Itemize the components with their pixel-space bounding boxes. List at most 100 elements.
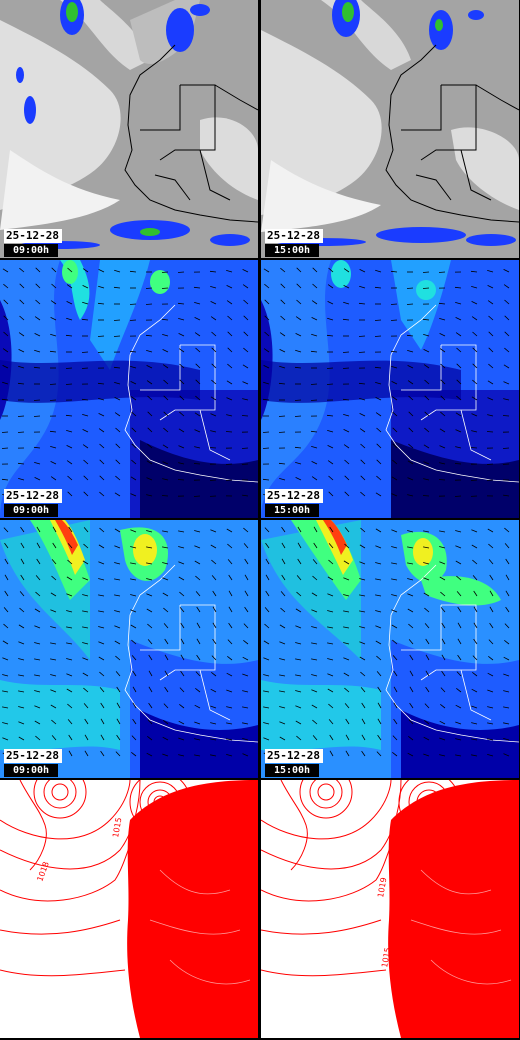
wind-arrow — [360, 527, 366, 533]
wind-arrow — [34, 658, 41, 661]
timestamp-label: 25-12-28 09:00h — [4, 229, 62, 257]
wind-arrow — [456, 395, 462, 401]
wind-arrow — [242, 284, 249, 289]
wind-arrow — [295, 705, 302, 709]
wind-arrow — [439, 530, 446, 533]
wind-arrow — [279, 624, 286, 629]
wind-arrow — [470, 479, 478, 481]
wind-arrow — [194, 704, 201, 709]
wind-arrow — [440, 411, 446, 417]
wind-arrow — [162, 444, 169, 449]
wind-arrow — [178, 530, 185, 533]
wind-arrow — [297, 542, 302, 549]
wind-arrow — [179, 363, 185, 369]
wind-arrow — [263, 365, 270, 369]
wind-arrow — [377, 734, 382, 741]
date-text: 25-12-28 — [4, 229, 62, 243]
wind-arrow — [359, 413, 366, 417]
wind-arrow — [178, 737, 185, 741]
wind-arrow — [439, 462, 446, 465]
wind-arrow — [438, 271, 446, 273]
wind-arrow — [296, 591, 302, 597]
wind-arrow — [19, 315, 25, 321]
timestamp-label: 25-12-28 09:00h — [4, 749, 62, 777]
wind-arrow — [18, 658, 25, 661]
wind-arrow — [345, 718, 350, 725]
wind-arrow — [100, 718, 105, 725]
wind-arrow — [212, 638, 217, 645]
wind-arrow — [131, 639, 137, 645]
wind-arrow — [390, 350, 398, 353]
wind-arrow — [424, 607, 430, 613]
wind-arrow — [455, 429, 462, 433]
wind-arrow — [423, 364, 430, 369]
wind-arrow — [343, 301, 350, 305]
wind-arrow — [344, 543, 350, 549]
wind-arrow — [195, 363, 201, 369]
wind-arrow — [226, 754, 233, 757]
wind-arrow — [262, 447, 270, 449]
wind-arrow — [242, 706, 249, 709]
isobar-label: 1019 — [376, 877, 388, 899]
wind-arrow — [295, 316, 302, 321]
wind-arrow — [196, 606, 201, 613]
wind-arrow — [489, 574, 494, 581]
wind-arrow — [130, 493, 137, 497]
wind-arrow — [130, 529, 137, 533]
wind-arrow — [456, 687, 462, 693]
wind-arrow — [162, 461, 169, 465]
wind-arrow — [147, 623, 153, 629]
wind-arrow — [472, 379, 478, 385]
wind-arrow — [163, 379, 169, 385]
wind-arrow — [408, 395, 414, 401]
wind-arrow — [505, 590, 510, 597]
wind-arrow — [297, 558, 302, 565]
wind-arrow — [65, 414, 73, 417]
wind-arrow — [34, 642, 41, 645]
wind-arrow — [455, 754, 462, 757]
wind-arrow — [161, 271, 169, 273]
wind-arrow — [359, 561, 366, 565]
wind-arrow — [68, 750, 73, 757]
wind-arrow — [311, 476, 318, 481]
wind-arrow — [98, 398, 105, 401]
wind-arrow — [423, 461, 430, 465]
wind-arrow — [344, 687, 350, 693]
wind-arrow — [391, 396, 398, 401]
wind-arrow — [312, 735, 318, 741]
wind-arrow — [360, 475, 366, 481]
wind-arrow — [327, 626, 334, 629]
wind-arrow — [178, 318, 185, 321]
wind-arrow — [470, 447, 478, 449]
wind-arrow — [242, 722, 249, 725]
wind-arrow — [391, 546, 398, 549]
wind-arrow — [360, 671, 366, 677]
isobar-map: 1018 1015 — [0, 780, 258, 1038]
wind-arrow — [374, 335, 382, 337]
wind-arrow — [439, 754, 446, 757]
wind-arrow — [327, 610, 334, 613]
wind-arrow — [98, 641, 105, 645]
wind-arrow — [503, 494, 510, 497]
wind-arrow — [423, 736, 430, 741]
wind-arrow — [34, 720, 41, 725]
wind-arrow — [115, 751, 121, 757]
wind-arrow — [3, 527, 9, 533]
wind-arrow — [50, 476, 57, 481]
wind-arrow — [163, 411, 169, 417]
wind-arrow — [455, 446, 462, 449]
wind-arrow — [425, 670, 430, 677]
wind-arrow — [392, 411, 398, 417]
wind-arrow — [343, 594, 350, 597]
wind-arrow — [422, 495, 430, 497]
isobar-label: 1015 — [380, 947, 392, 969]
wind-arrow — [487, 754, 494, 757]
wind-arrow — [281, 526, 286, 533]
wind-arrow — [163, 395, 169, 401]
wind-arrow — [422, 287, 430, 289]
wind-arrow — [328, 475, 334, 481]
wind-arrow — [81, 367, 89, 369]
wind-arrow — [82, 610, 89, 613]
wind-arrow — [211, 379, 217, 385]
wind-arrow — [326, 383, 334, 385]
